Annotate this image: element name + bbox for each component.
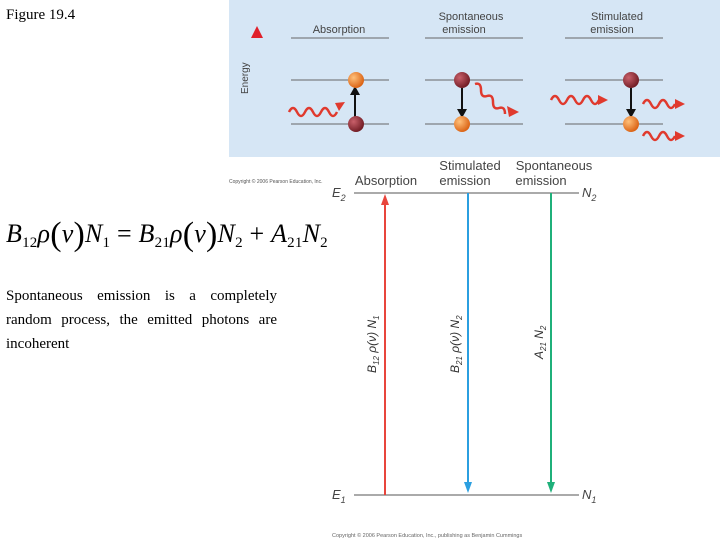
absorption-diagram (287, 37, 389, 132)
header-spontaneous-1: Spontaneous (516, 158, 593, 173)
header-stimulated-1: Stimulated (439, 158, 500, 173)
explanation-text: Spontaneous emission is a completely ran… (6, 288, 277, 352)
energy-level-illustration: Energy Absorption Spontaneous emission S… (229, 0, 720, 157)
einstein-equation: B12ρ(ν)N1 = B21ρ(ν)N2 + A21N2 (6, 216, 328, 253)
energy-axis-label: Energy (240, 62, 251, 94)
spontaneous-emission-diagram (425, 37, 523, 132)
label-e2: E2 (332, 185, 346, 203)
absorption-rate-label: B12 ρ(ν) N1 (365, 315, 381, 373)
spontaneous-rate-label: A21 N2 (532, 325, 548, 360)
col-title-absorption: Absorption (313, 24, 366, 36)
atom-excited-state (348, 72, 364, 88)
stimulating-photon-wave (549, 94, 601, 106)
header-stimulated-2: emission (439, 173, 490, 188)
emitted-photon-wave-1 (641, 98, 677, 110)
col-title-spontaneous-1: Spontaneous (439, 11, 504, 23)
top-copyright: Copyright © 2006 Pearson Education, Inc. (229, 179, 323, 185)
stimulated-rate-label: B21 ρ(ν) N2 (448, 315, 464, 373)
col-title-spontaneous-2: emission (442, 24, 485, 36)
col-title-stimulated-1: Stimulated (591, 11, 643, 23)
figure-label: Figure 19.4 (6, 7, 76, 23)
atom-ground-state (348, 116, 364, 132)
header-spontaneous-2: emission (515, 173, 566, 188)
label-e1: E1 (332, 487, 346, 505)
emitted-photon-wave (474, 82, 507, 115)
stimulated-emission-diagram (549, 37, 685, 142)
col-title-stimulated-2: emission (590, 24, 633, 36)
label-n1: N1 (582, 487, 596, 505)
label-n2: N2 (582, 185, 596, 203)
transition-rate-diagram: Absorption Stimulated emission Spontaneo… (332, 158, 596, 539)
emitted-photon-wave-2 (641, 130, 677, 142)
header-absorption: Absorption (355, 173, 417, 188)
bottom-copyright: Copyright © 2006 Pearson Education, Inc.… (332, 532, 522, 539)
incoming-photon-wave (287, 106, 339, 118)
